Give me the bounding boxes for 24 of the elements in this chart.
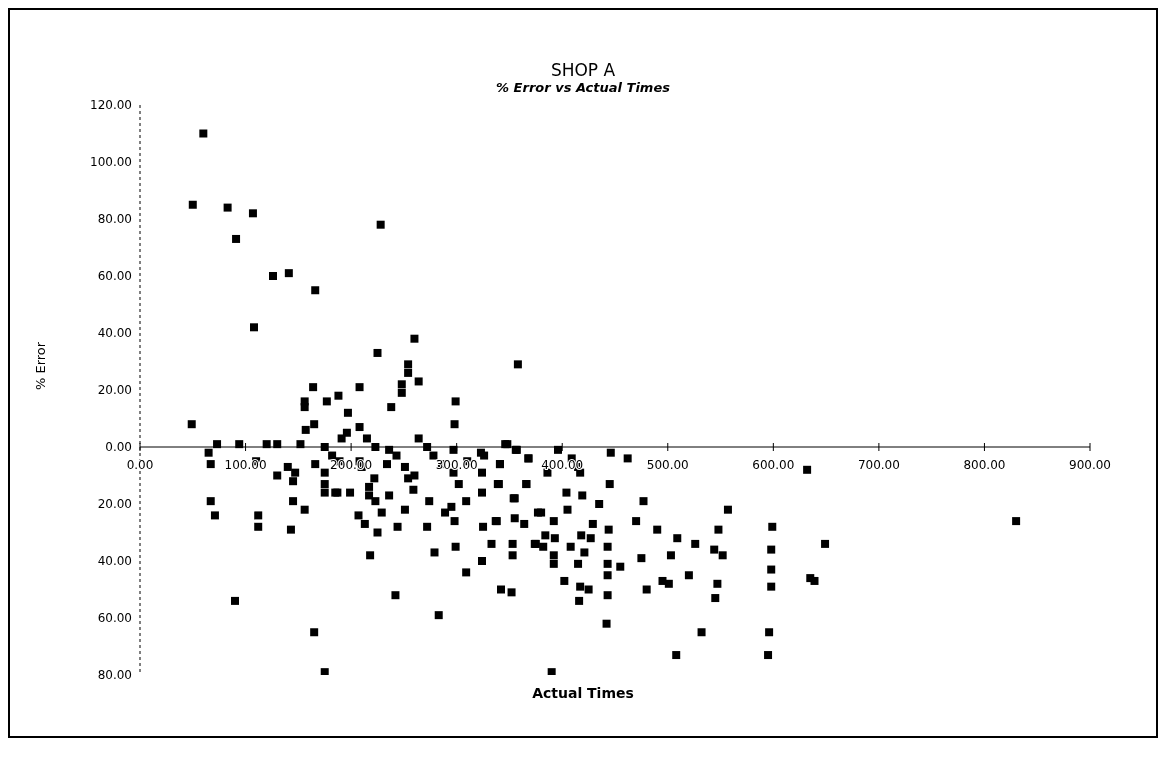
x-tick-label: 400.00 (541, 458, 584, 472)
y-axis-title: % Error (32, 341, 48, 390)
chart-subtitle: % Error vs Actual Times (495, 80, 671, 95)
x-tick-label: 100.00 (224, 458, 267, 472)
y-tick-label: 60.00 (97, 611, 132, 626)
y-tick-label: 40.00 (97, 554, 132, 569)
y-tick-label: 120.00 (90, 98, 132, 113)
x-tick-label: 500.00 (646, 458, 689, 472)
y-tick-label: 80.00 (97, 668, 132, 683)
x-tick-label: 700.00 (857, 458, 900, 472)
y-tick-label: 20.00 (97, 497, 132, 512)
y-tick-label: 20.00 (97, 383, 132, 398)
x-tick-label: 600.00 (752, 458, 795, 472)
y-tick-label: 100.00 (90, 155, 132, 170)
y-tick-label: 80.00 (97, 212, 132, 227)
x-tick-label: 0.00 (126, 458, 154, 472)
y-tick-label: 60.00 (97, 269, 132, 284)
x-tick-label: 300.00 (435, 458, 478, 472)
x-tick-label: 900.00 (1069, 458, 1111, 472)
x-axis-title: Actual Times (531, 685, 635, 701)
x-tick-label: 800.00 (963, 458, 1006, 472)
y-tick-label: 40.00 (97, 326, 132, 341)
chart-title: SHOP A (549, 60, 617, 80)
y-tick-label: 0.00 (105, 440, 132, 455)
